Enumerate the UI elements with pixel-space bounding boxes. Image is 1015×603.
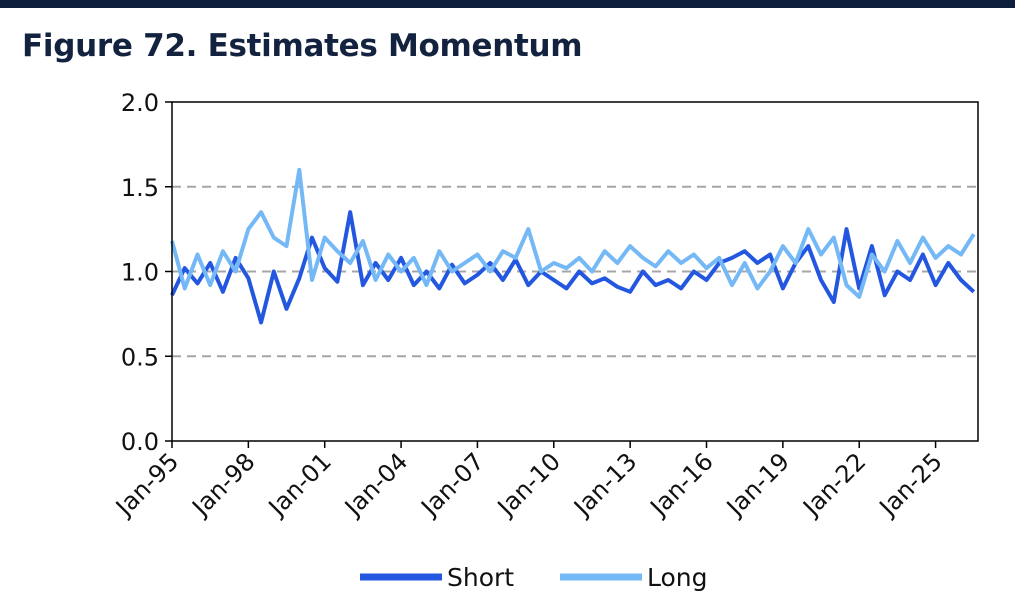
x-tick-label: Jan-07 <box>415 447 490 522</box>
x-tick-label: Jan-98 <box>186 447 261 522</box>
y-tick-label: 0.5 <box>121 343 159 371</box>
x-tick-label: Jan-95 <box>109 447 184 522</box>
top-rule <box>0 0 1015 8</box>
x-tick-label: Jan-16 <box>644 447 719 522</box>
y-tick-label: 1.0 <box>121 259 159 287</box>
x-tick-label: Jan-19 <box>720 447 795 522</box>
chart-title: Figure 72. Estimates Momentum <box>22 28 583 64</box>
y-tick-label: 0.0 <box>121 428 159 456</box>
series-line-short <box>170 210 976 325</box>
x-axis: Jan-95 Jan-98 Jan-01 Jan-04 Jan-07 Jan-10 Jan-… <box>109 441 948 523</box>
legend-label-short: Short <box>447 563 514 592</box>
y-axis: 0.0 0.5 1.0 1.5 2.0 <box>121 89 172 456</box>
x-tick-label: Jan-22 <box>796 447 871 522</box>
series-lines <box>170 167 976 325</box>
legend-label-long: Long <box>647 563 708 592</box>
legend: Short Long <box>360 563 708 592</box>
y-tick-label: 1.5 <box>121 174 159 202</box>
series-line-long <box>170 167 976 299</box>
x-tick-label: Jan-01 <box>262 447 337 522</box>
x-tick-label: Jan-04 <box>338 447 413 522</box>
x-tick-label: Jan-25 <box>873 447 948 522</box>
y-tick-label: 2.0 <box>121 89 159 117</box>
x-tick-label: Jan-13 <box>567 447 642 522</box>
x-tick-label: Jan-10 <box>491 447 566 522</box>
